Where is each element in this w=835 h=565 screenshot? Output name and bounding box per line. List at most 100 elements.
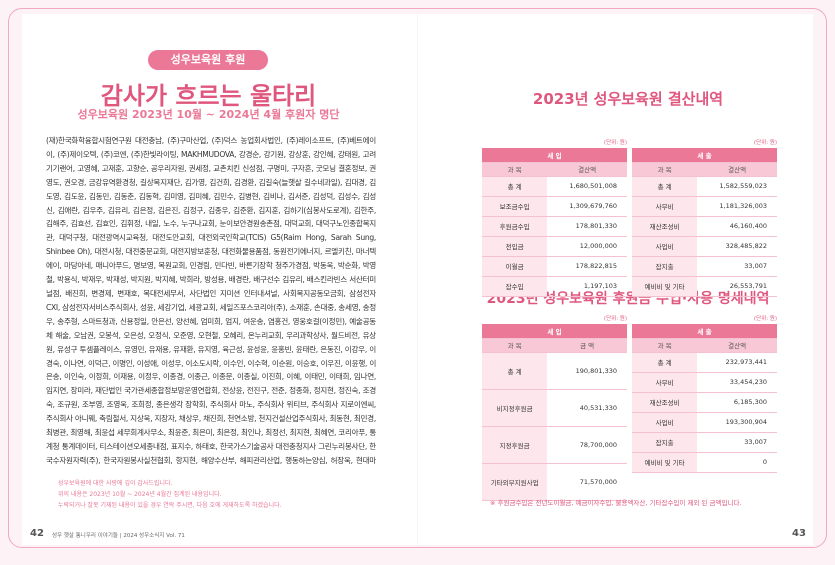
amount-cell: 1,309,679,760: [547, 196, 627, 217]
amount-cell: 12,000,000: [547, 236, 627, 257]
amount-cell: 78,700,000: [547, 426, 627, 464]
item-cell: 지정후원금: [482, 426, 548, 464]
amount-cell: 193,300,904: [697, 412, 777, 433]
note-line: 누락되거나 잘못 기재된 내용이 있을 경우 연락 주시면, 다음 호에 게재하…: [58, 502, 282, 509]
table-row: 잡지출 33,007: [632, 432, 777, 453]
table-header: 세 입: [482, 324, 627, 339]
table-row: 잡지출 33,007: [632, 256, 777, 277]
unit-label: (단위: 원): [753, 316, 777, 322]
item-cell: 예비비 및 기타: [632, 276, 698, 297]
item-cell: 총 계: [482, 176, 548, 197]
amount-cell: 26,553,791: [697, 276, 777, 297]
item-cell: 사무비: [632, 372, 698, 393]
table-row: 후원금수입 178,801,330: [482, 216, 627, 237]
section-badge: 성우보육원 후원: [148, 50, 268, 70]
amount-cell: 33,007: [697, 256, 777, 277]
amount-cell: 33,454,230: [697, 372, 777, 393]
table-row: 기타외부지원사업 71,570,000: [482, 463, 627, 501]
amount-cell: 1,582,559,023: [697, 176, 777, 197]
table-row: 사업비 328,485,822: [632, 236, 777, 257]
item-cell: 이월금: [482, 256, 548, 277]
item-cell: 사무비: [632, 196, 698, 217]
donor-list: (재)한국화학융합시험연구원 대전충남, (주)구마산업, (주)덕스 농업회사…: [46, 136, 376, 465]
item-cell: 보조금수입: [482, 196, 548, 217]
unit-label: (단위: 원): [603, 140, 627, 146]
note-line: 성우보육원에 대한 사랑에 깊이 감사드립니다.: [58, 480, 173, 487]
unit-label: (단위: 원): [753, 140, 777, 146]
amount-cell: 178,801,330: [547, 216, 627, 237]
column-header: 과 목: [632, 338, 698, 353]
notes: 성우보육원에 대한 사랑에 깊이 감사드립니다. 위의 내용은 2023년 10월…: [58, 478, 282, 511]
amount-cell: 328,485,822: [697, 236, 777, 257]
table-row: 총 계 1,582,559,023: [632, 176, 777, 197]
left-page: [22, 14, 417, 545]
header-row: 세 출: [632, 324, 777, 339]
item-cell: 후원금수입: [482, 216, 548, 237]
table-row: 이월금 178,822,815: [482, 256, 627, 277]
table-row: 재산조성비 6,185,300: [632, 392, 777, 413]
column-row: 과 목 결산액: [632, 162, 777, 177]
table-row: 예비비 및 기타 0: [632, 452, 777, 473]
item-cell: 잡수입: [482, 276, 548, 297]
column-header: 과 목: [482, 162, 548, 177]
column-header: 금 액: [547, 338, 627, 353]
item-cell: 사업비: [632, 236, 698, 257]
table-row: 예비비 및 기타 26,553,791: [632, 276, 777, 297]
amount-cell: 33,007: [697, 432, 777, 453]
column-header: 결산액: [547, 162, 627, 177]
page-title: 감사가 흐르는 울타리: [100, 82, 317, 110]
item-cell: 총 계: [632, 352, 698, 373]
table-row: 총 계 232,973,441: [632, 352, 777, 373]
column-header: 결산액: [697, 162, 777, 177]
item-cell: 전입금: [482, 236, 548, 257]
table-header: 세 입: [482, 148, 627, 163]
table-row: 총 계 1,680,501,008: [482, 176, 627, 197]
amount-cell: 190,801,330: [547, 352, 627, 390]
item-cell: 재산조성비: [632, 216, 698, 237]
footer-text: 성우 햇살 통니우리 이야기들 | 2024 성우소식지 Vol. 71: [52, 533, 185, 539]
column-header: 결산액: [697, 338, 777, 353]
table-header: 세 출: [632, 324, 777, 339]
table-row: 전입금 12,000,000: [482, 236, 627, 257]
section-title: 2023년 성우보육원 결산내역: [532, 90, 724, 108]
column-header: 과 목: [632, 162, 698, 177]
header-row: 세 입: [482, 324, 627, 339]
unit-label: (단위: 원): [603, 316, 627, 322]
item-cell: 비지정후원금: [482, 389, 548, 427]
column-row: 과 목 결산액: [482, 162, 627, 177]
amount-cell: 1,181,326,003: [697, 196, 777, 217]
amount-cell: 46,160,400: [697, 216, 777, 237]
decorative-frame: [8, 8, 827, 548]
item-cell: 재산조성비: [632, 392, 698, 413]
item-cell: 총 계: [482, 352, 548, 390]
amount-cell: 71,570,000: [547, 463, 627, 501]
table-row: 재산조성비 46,160,400: [632, 216, 777, 237]
page-number: 42: [30, 528, 44, 539]
amount-cell: 232,973,441: [697, 352, 777, 373]
column-header: 과 목: [482, 338, 548, 353]
page-subtitle: 성우보육원 2023년 10월 ~ 2024년 4월 후원자 명단: [77, 108, 340, 121]
item-cell: 예비비 및 기타: [632, 452, 698, 473]
header-row: 세 출: [632, 148, 777, 163]
item-cell: 잡지출: [632, 256, 698, 277]
amount-cell: 1,680,501,008: [547, 176, 627, 197]
table-row: 지정후원금 78,700,000: [482, 426, 627, 464]
item-cell: 기타외부지원사업: [482, 463, 548, 501]
note-line: 위의 내용은 2023년 10월 ~ 2024년 4월간 집계된 내용입니다.: [58, 491, 222, 498]
table-row: 총 계 190,801,330: [482, 352, 627, 390]
footnote: ※ 후원금수입은 전년도이월금, 예금이자수입, 불용액자산, 기타잡수입이 제…: [490, 499, 742, 507]
table-row: 사무비 1,181,326,003: [632, 196, 777, 217]
amount-cell: 40,531,330: [547, 389, 627, 427]
table-header: 세 출: [632, 148, 777, 163]
amount-cell: 6,185,300: [697, 392, 777, 413]
item-cell: 잡지출: [632, 432, 698, 453]
amount-cell: 0: [697, 452, 777, 473]
